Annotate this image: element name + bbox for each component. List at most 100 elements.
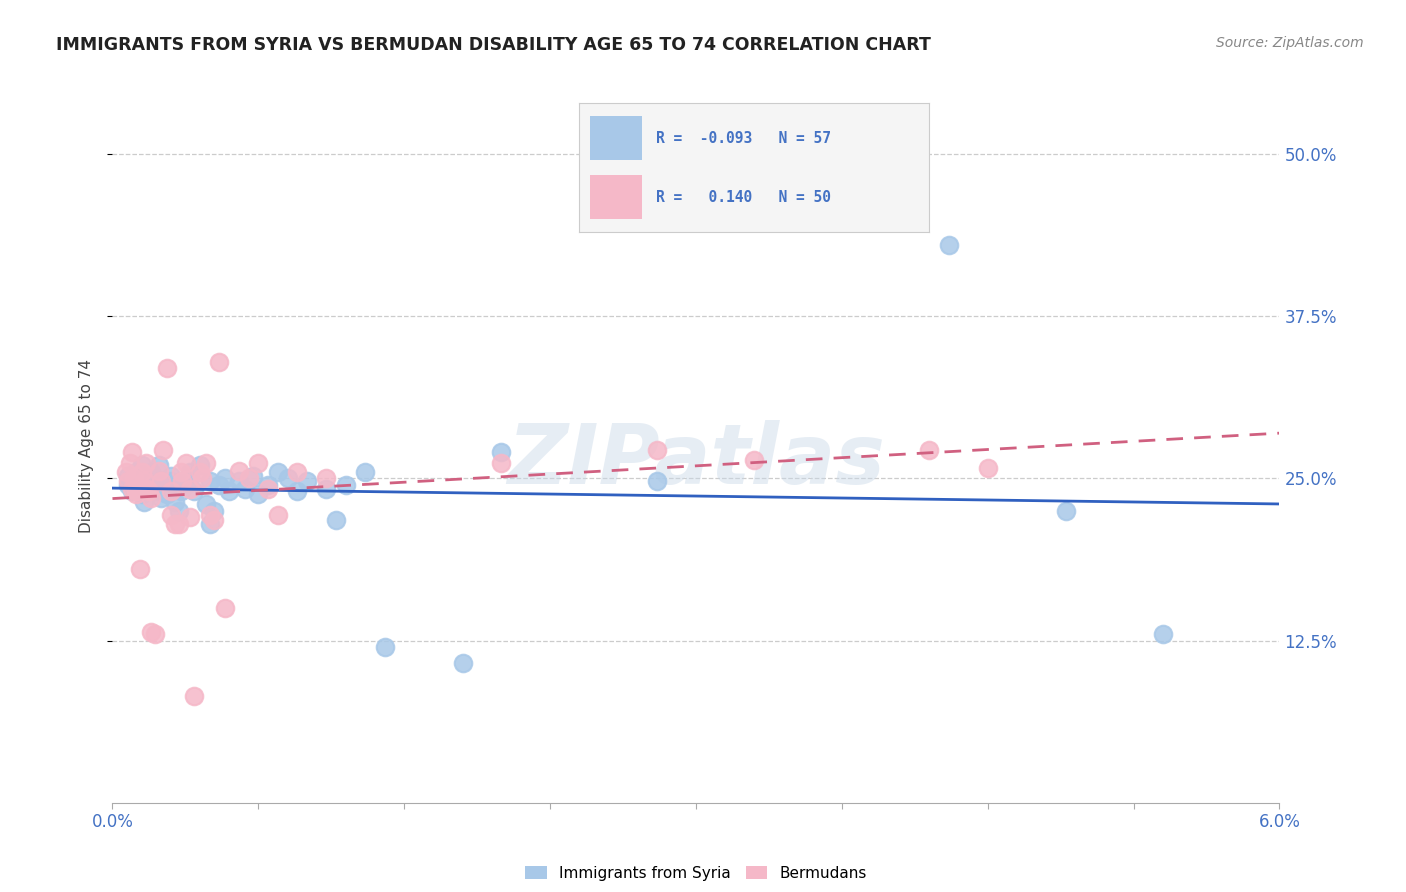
Point bbox=[267, 508, 290, 522]
Point bbox=[295, 474, 318, 488]
Point bbox=[143, 471, 166, 485]
Point bbox=[198, 474, 221, 488]
Point bbox=[218, 484, 240, 499]
Point bbox=[1152, 627, 1174, 641]
Point bbox=[315, 482, 337, 496]
Point bbox=[131, 487, 153, 501]
Point bbox=[242, 468, 264, 483]
Point bbox=[121, 474, 143, 488]
Point bbox=[976, 461, 998, 475]
Point bbox=[121, 482, 143, 496]
Point bbox=[238, 471, 260, 485]
Point bbox=[1054, 504, 1077, 518]
Point bbox=[918, 442, 941, 457]
Point bbox=[176, 456, 198, 470]
Text: ZIPatlas: ZIPatlas bbox=[508, 420, 884, 500]
Point bbox=[179, 465, 201, 479]
Point bbox=[167, 504, 190, 518]
Point bbox=[167, 516, 190, 531]
Point bbox=[135, 456, 157, 470]
Point bbox=[938, 238, 960, 252]
Point bbox=[156, 482, 179, 496]
Point bbox=[148, 458, 170, 473]
Point bbox=[125, 487, 148, 501]
Point bbox=[163, 516, 186, 531]
Point bbox=[325, 513, 347, 527]
Point bbox=[247, 456, 270, 470]
Point bbox=[117, 474, 139, 488]
Point bbox=[156, 361, 179, 376]
Point bbox=[176, 478, 198, 492]
Text: IMMIGRANTS FROM SYRIA VS BERMUDAN DISABILITY AGE 65 TO 74 CORRELATION CHART: IMMIGRANTS FROM SYRIA VS BERMUDAN DISABI… bbox=[56, 36, 931, 54]
Point bbox=[141, 624, 163, 639]
Point bbox=[138, 484, 160, 499]
Point bbox=[198, 516, 221, 531]
Point bbox=[150, 491, 173, 505]
Point bbox=[257, 482, 280, 496]
Point bbox=[202, 513, 225, 527]
Point bbox=[198, 508, 221, 522]
Point bbox=[451, 656, 474, 670]
Point bbox=[188, 465, 211, 479]
Text: Source: ZipAtlas.com: Source: ZipAtlas.com bbox=[1216, 36, 1364, 50]
Point bbox=[136, 482, 159, 496]
Point bbox=[208, 478, 231, 492]
Point bbox=[128, 562, 150, 576]
Point bbox=[354, 465, 377, 479]
Point bbox=[374, 640, 396, 654]
Point bbox=[267, 465, 290, 479]
Point bbox=[179, 510, 201, 524]
Point bbox=[160, 508, 183, 522]
Point bbox=[143, 627, 166, 641]
Point bbox=[141, 491, 163, 505]
Point bbox=[131, 458, 153, 473]
Point bbox=[122, 471, 145, 485]
Point bbox=[172, 474, 194, 488]
Point bbox=[214, 601, 236, 615]
Point bbox=[131, 465, 153, 479]
Point bbox=[160, 474, 183, 488]
Point bbox=[233, 482, 256, 496]
Point bbox=[276, 471, 298, 485]
Point bbox=[141, 465, 163, 479]
Point bbox=[150, 474, 173, 488]
Point bbox=[121, 445, 143, 459]
Point bbox=[125, 484, 148, 499]
Point bbox=[148, 464, 170, 478]
Point bbox=[132, 474, 155, 488]
Point bbox=[152, 442, 174, 457]
Point bbox=[160, 468, 183, 483]
Point bbox=[117, 478, 139, 492]
Point bbox=[117, 468, 139, 483]
Point bbox=[141, 478, 163, 492]
Point bbox=[228, 464, 250, 478]
Point bbox=[150, 474, 173, 488]
Point bbox=[125, 482, 148, 496]
Point bbox=[115, 465, 138, 479]
Point bbox=[315, 471, 337, 485]
Point bbox=[194, 456, 217, 470]
Point bbox=[125, 465, 148, 479]
Point bbox=[179, 471, 201, 485]
Point bbox=[121, 484, 143, 499]
Point bbox=[285, 465, 308, 479]
Point bbox=[160, 484, 183, 499]
Point bbox=[183, 690, 205, 704]
Point bbox=[202, 504, 225, 518]
Point bbox=[645, 442, 668, 457]
Point bbox=[169, 484, 191, 499]
Point bbox=[194, 497, 217, 511]
Point bbox=[188, 458, 211, 473]
Point bbox=[742, 453, 765, 467]
Point bbox=[179, 482, 201, 496]
Point bbox=[136, 474, 159, 488]
Point bbox=[183, 484, 205, 499]
Point bbox=[491, 456, 513, 470]
Point bbox=[128, 471, 150, 485]
Point bbox=[285, 484, 308, 499]
Point bbox=[163, 495, 186, 509]
Point bbox=[132, 495, 155, 509]
Point bbox=[645, 474, 668, 488]
Point bbox=[118, 456, 141, 470]
Point bbox=[214, 471, 236, 485]
